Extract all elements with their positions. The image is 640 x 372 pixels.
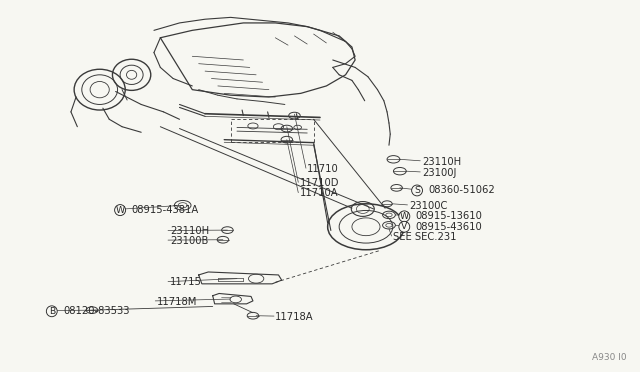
Text: 23100B: 23100B bbox=[170, 236, 208, 246]
Text: 08120-83533: 08120-83533 bbox=[63, 306, 130, 316]
Text: V: V bbox=[401, 222, 408, 231]
Text: 11715: 11715 bbox=[170, 278, 202, 287]
Text: 08360-51062: 08360-51062 bbox=[429, 186, 495, 195]
Text: 11710: 11710 bbox=[307, 164, 339, 174]
Text: 08915-43610: 08915-43610 bbox=[416, 222, 483, 232]
Text: 11718M: 11718M bbox=[157, 297, 198, 307]
Text: W: W bbox=[400, 212, 409, 221]
Text: 11718A: 11718A bbox=[275, 312, 314, 322]
Text: 23110H: 23110H bbox=[422, 157, 461, 167]
Text: S: S bbox=[414, 186, 420, 195]
Text: 11710D: 11710D bbox=[300, 178, 339, 188]
Text: W: W bbox=[116, 206, 125, 215]
Text: 08915-4381A: 08915-4381A bbox=[132, 205, 199, 215]
Text: 23100J: 23100J bbox=[422, 168, 456, 178]
Text: 08915-13610: 08915-13610 bbox=[416, 211, 483, 221]
Text: B: B bbox=[49, 307, 55, 316]
Text: 23110H: 23110H bbox=[170, 226, 209, 236]
Text: SEE SEC.231: SEE SEC.231 bbox=[394, 232, 457, 242]
Text: 11710A: 11710A bbox=[300, 188, 338, 198]
Text: 23100C: 23100C bbox=[410, 201, 448, 211]
Text: A930 I0: A930 I0 bbox=[592, 353, 627, 362]
